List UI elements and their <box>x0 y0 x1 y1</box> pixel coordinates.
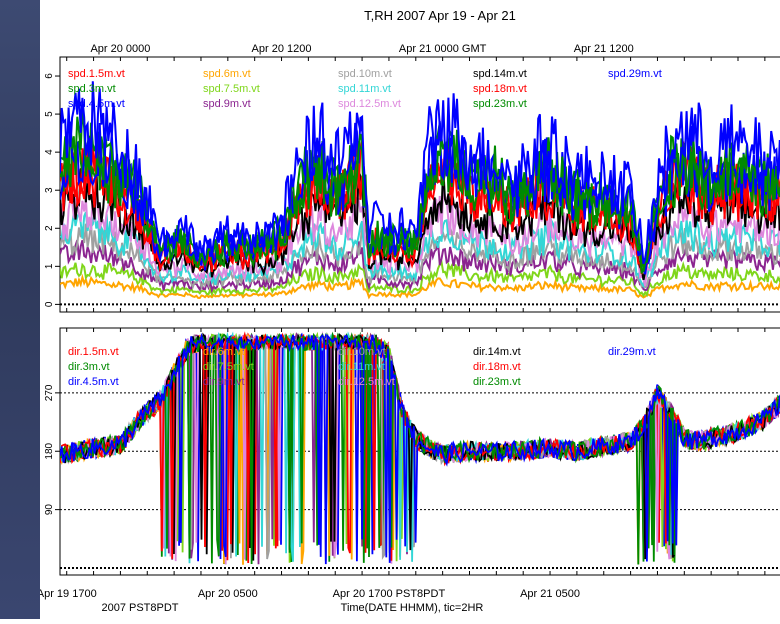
wind-speed-panel: 0123456(m/s)spd.1.5m.vtspd.3m.vtspd.4.5m… <box>23 56 780 313</box>
legend-entry: spd.3m.vt <box>68 83 116 95</box>
chart-area: T,RH 2007 Apr 19 - Apr 21 Apr 20 0000 Apr… <box>23 0 780 619</box>
bottom-axis-label: Apr 20 0500 <box>198 588 258 600</box>
speed-legend: spd.1.5m.vt spd.3m.vt spd.4.5m.vt spd.6m.vt… <box>68 68 662 110</box>
y-tick-label: 0 <box>44 301 55 307</box>
y-tick-label: 270 <box>44 384 55 401</box>
speed-series-line <box>60 273 780 300</box>
legend-entry: spd.1.5m.vt <box>68 68 125 80</box>
y-tick-label: 3 <box>44 187 55 193</box>
top-time-axis: Apr 20 0000 Apr 20 1200 Apr 21 0000 GMT Apr… <box>90 43 633 55</box>
legend-entry: dir.9m.vt <box>203 376 245 388</box>
legend-entry: spd.9m.vt <box>203 98 251 110</box>
legend-entry: spd.7.5m.vt <box>203 83 260 95</box>
chart-svg: T,RH 2007 Apr 19 - Apr 21 Apr 20 0000 Apr… <box>23 8 780 614</box>
y-tick-label: 5 <box>44 111 55 117</box>
legend-entry: dir.23m.vt <box>473 376 521 388</box>
bottom-axis-label: Apr 19 1700 <box>40 588 97 600</box>
legend-entry: spd.4.5m.vt <box>68 98 125 110</box>
speed-series-line <box>60 108 780 272</box>
legend-entry: dir.1.5m.vt <box>68 346 119 358</box>
legend-entry: dir.12.5m.vt <box>338 376 395 388</box>
legend-entry: dir.3m.vt <box>68 361 110 373</box>
bottom-time-axis: Apr 19 1700 Apr 20 0500 Apr 20 1700 PST8PD… <box>37 588 580 600</box>
y-tick-label: 1 <box>44 263 55 269</box>
y-tick-label: 6 <box>44 73 55 79</box>
speed-series-line <box>60 143 780 275</box>
direction-series-line <box>60 332 780 565</box>
chart-title: T,RH 2007 Apr 19 - Apr 21 <box>364 8 516 23</box>
bottom-axis-label: Apr 21 0500 <box>520 588 580 600</box>
bottom-axis-label: Apr 20 1700 PST8PDT <box>333 588 446 600</box>
speed-series-line <box>60 259 780 298</box>
legend-entry: dir.18m.vt <box>473 361 521 373</box>
legend-entry: dir.29m.vt <box>608 346 656 358</box>
y-tick-label: 4 <box>44 149 55 155</box>
legend-entry: spd.23m.vt <box>473 98 527 110</box>
speed-series-line <box>60 81 780 265</box>
legend-entry: spd.12.5m.vt <box>338 98 401 110</box>
legend-entry: spd.29m.vt <box>608 68 662 80</box>
legend-entry: dir.4.5m.vt <box>68 376 119 388</box>
left-side-panel <box>0 0 40 619</box>
legend-entry: dir.6m.vt <box>203 346 245 358</box>
legend-entry: spd.14m.vt <box>473 68 527 80</box>
legend-entry: spd.10m.vt <box>338 68 392 80</box>
panel-frame <box>59 56 780 313</box>
legend-entry: dir.11m.vt <box>338 361 385 373</box>
speed-series-line <box>60 223 780 291</box>
top-axis-label: Apr 21 0000 GMT <box>399 43 487 55</box>
y-tick-label: 2 <box>44 225 55 231</box>
direction-legend: dir.1.5m.vt dir.3m.vt dir.4.5m.vt dir.6m.vt… <box>68 346 656 388</box>
legend-entry: dir.7.5m.vt <box>203 361 254 373</box>
y-tick-label: 90 <box>44 504 55 516</box>
top-axis-label: Apr 20 1200 <box>252 43 312 55</box>
legend-entry: spd.18m.vt <box>473 83 527 95</box>
timezone-year-label: 2007 PST8PDT <box>101 602 178 614</box>
legend-entry: dir.14m.vt <box>473 346 521 358</box>
legend-entry: spd.6m.vt <box>203 68 251 80</box>
top-axis-label: Apr 21 1200 <box>574 43 634 55</box>
direction-series-group <box>60 331 780 565</box>
top-axis-label: Apr 20 0000 <box>90 43 150 55</box>
x-axis-title: Time(DATE HHMM), tic=2HR <box>341 602 484 614</box>
speed-series-group <box>60 81 780 300</box>
legend-entry: dir.10m.vt <box>338 346 386 358</box>
wind-direction-panel: 90180270(deg)dir.1.5m.vtdir.3m.vtdir.4.5… <box>23 327 780 576</box>
y-tick-label: 180 <box>44 442 55 459</box>
legend-entry: spd.11m.vt <box>338 83 391 95</box>
speed-series-line <box>60 187 780 287</box>
